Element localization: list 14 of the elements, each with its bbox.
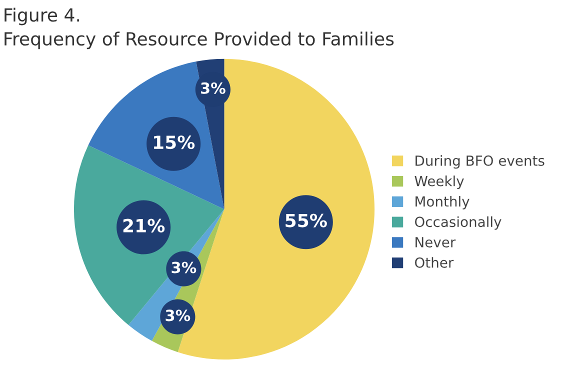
legend-label: Never	[416, 237, 456, 248]
data-label: 15%	[154, 135, 195, 150]
legend-label: Other	[415, 257, 454, 268]
data-label: 3%	[166, 310, 190, 322]
chart-title: Figure 4.	[4, 8, 80, 26]
legend-label: Weekly	[414, 176, 464, 189]
chart-subtitle: Frequency of Resource Provided to Families	[4, 32, 394, 50]
data-label: 3%	[200, 82, 226, 94]
data-label: 55%	[286, 214, 327, 228]
data-label: 3%	[172, 262, 196, 274]
legend-label: Monthly	[416, 196, 470, 210]
legend-label: Occasionally	[415, 216, 502, 230]
data-label: 21%	[123, 218, 165, 232]
legend-label: During BFO events	[416, 155, 544, 169]
